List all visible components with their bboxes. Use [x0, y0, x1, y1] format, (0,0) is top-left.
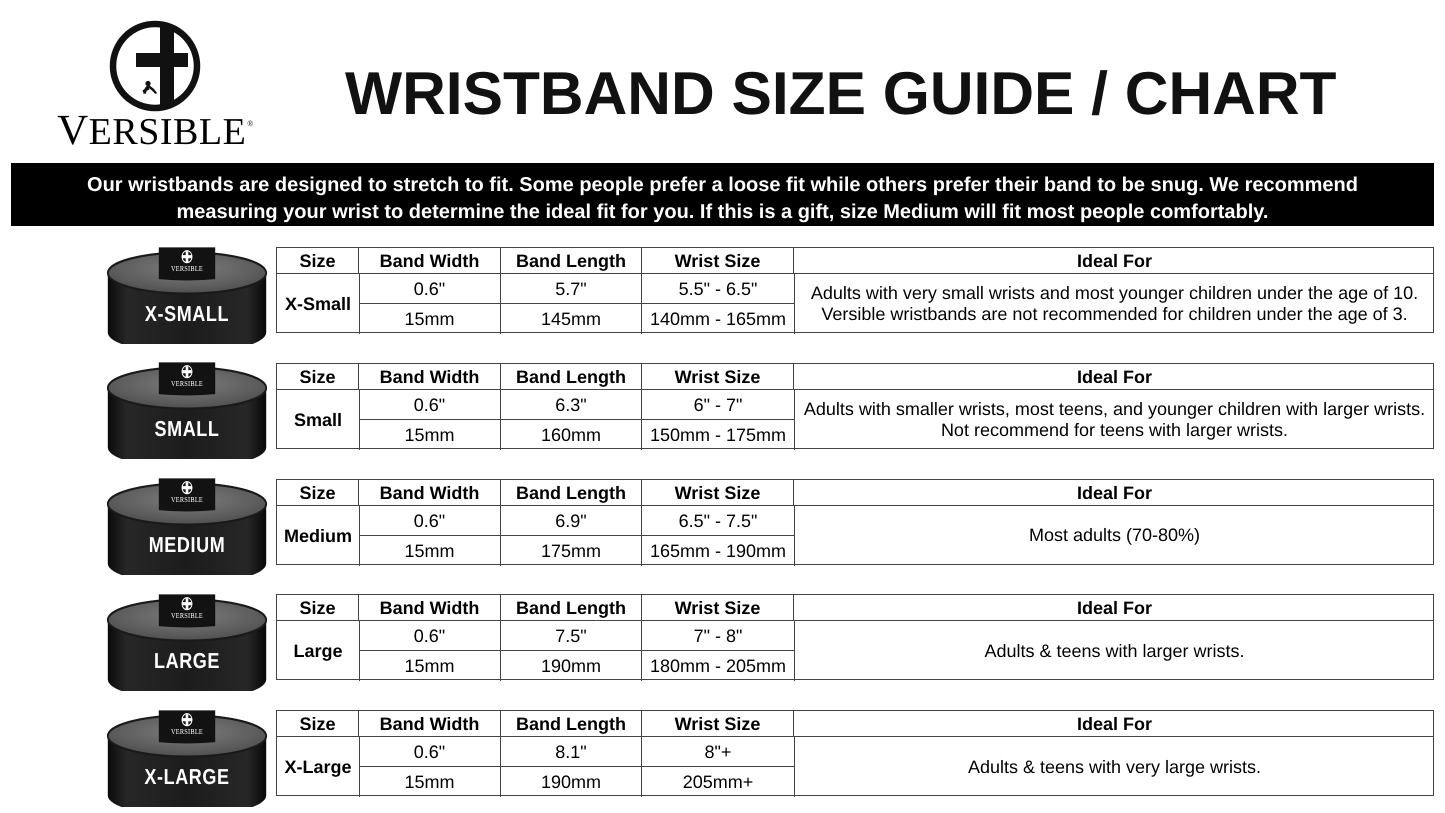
svg-text:SMALL: SMALL — [155, 417, 220, 441]
svg-text:X-LARGE: X-LARGE — [144, 765, 229, 789]
svg-text:MEDIUM: MEDIUM — [149, 533, 226, 557]
svg-text:LARGE: LARGE — [154, 649, 220, 673]
svg-text:X-SMALL: X-SMALL — [145, 302, 229, 326]
